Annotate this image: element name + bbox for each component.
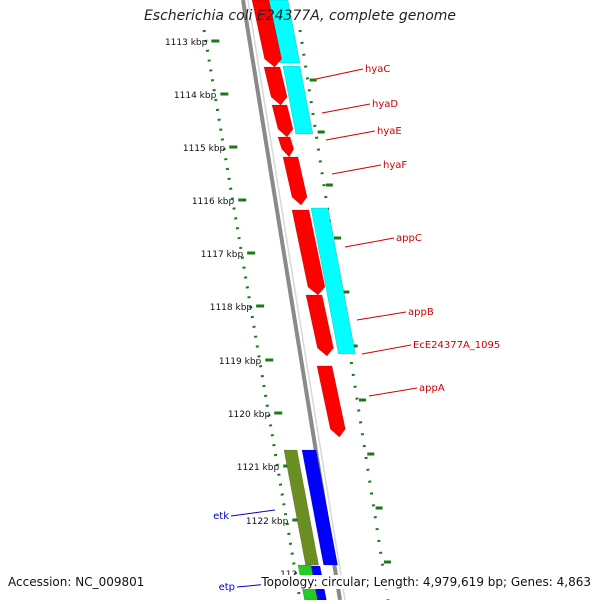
scale-label: 1121 kbp xyxy=(237,463,280,473)
scale-label: 1122 kbp xyxy=(246,517,289,527)
gene-block-olive xyxy=(283,449,319,566)
scale-label: 1120 kbp xyxy=(228,410,271,420)
scale-label: 1117 kbp xyxy=(201,250,244,260)
gene-leader-line xyxy=(325,130,376,141)
gene-arrow-red xyxy=(305,294,334,357)
gene-label-appb: appB xyxy=(408,307,434,318)
gene-arrow-red xyxy=(316,365,346,438)
scale-label: 1113 kbp xyxy=(165,38,208,48)
accession-label: Accession: NC_009801 xyxy=(8,575,145,589)
gene-label-hyac: hyaC xyxy=(365,64,390,75)
scale-label: 1114 kbp xyxy=(174,91,217,101)
gene-leader-line xyxy=(344,237,395,248)
scale-label: 1119 kbp xyxy=(219,357,262,367)
gene-leader-line xyxy=(368,387,418,397)
gene-label-appa: appA xyxy=(419,383,445,394)
inner-tick-ring xyxy=(202,29,302,601)
gene-block-cyan xyxy=(282,65,314,135)
gene-block-cyan xyxy=(310,207,356,355)
gene-arrow-red xyxy=(263,66,288,106)
gene-label-hyad: hyaD xyxy=(372,99,398,110)
gene-label-ece24377a_1095: EcE24377A_1095 xyxy=(413,340,500,351)
genome-title: Escherichia coli E24377A, complete genom… xyxy=(143,8,457,24)
gene-arrow-red xyxy=(271,104,294,138)
gene-leader-line xyxy=(315,68,364,80)
scale-label: 1116 kbp xyxy=(192,197,235,207)
gene-leader-line xyxy=(230,509,276,517)
gene-label-hyae: hyaE xyxy=(377,126,402,137)
gene-label-etp: etp xyxy=(219,582,235,593)
gene-leader-line xyxy=(331,164,382,175)
gene-leader-line xyxy=(361,344,412,355)
gene-leader-line xyxy=(356,311,407,321)
genome-summary: Topology: circular; Length: 4,979,619 bp… xyxy=(261,575,591,589)
gene-arrow-red xyxy=(251,0,282,68)
gene-arrow-red xyxy=(291,209,326,296)
gene-arrow-red xyxy=(282,156,308,206)
gene-label-hyaf: hyaF xyxy=(383,160,407,171)
gene-label-etk: etk xyxy=(213,511,229,522)
scale-label: 1115 kbp xyxy=(183,144,226,154)
gene-label-appc: appC xyxy=(396,233,422,244)
gene-arrow-red xyxy=(277,136,295,158)
scale-label: 1118 kbp xyxy=(210,303,253,313)
gene-leader-line xyxy=(321,103,371,114)
gene-arrow-blue xyxy=(301,449,338,566)
backbone-highlight xyxy=(247,0,346,601)
